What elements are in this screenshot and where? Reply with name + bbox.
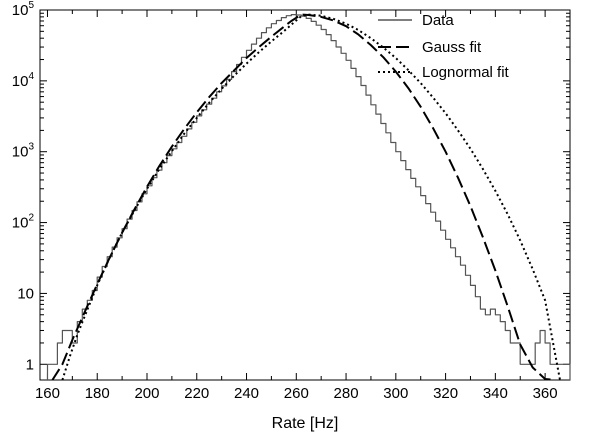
x-tick-label: 260 <box>284 385 309 402</box>
legend-label-lognormal-fit: Lognormal fit <box>422 64 510 81</box>
y-tick-label: 10 <box>17 285 34 302</box>
x-tick-label: 240 <box>234 385 259 402</box>
x-tick-label: 300 <box>383 385 408 402</box>
y-tick-label: 103 <box>12 142 35 161</box>
x-tick-label: 320 <box>433 385 458 402</box>
x-tick-label: 160 <box>35 385 60 402</box>
y-tick-label: 1 <box>26 356 34 373</box>
x-tick-label: 340 <box>483 385 508 402</box>
legend-label-data: Data <box>422 12 454 29</box>
legend: Data Gauss fit Lognormal fit <box>378 12 510 81</box>
x-tick-label: 280 <box>334 385 359 402</box>
x-axis-title: Rate [Hz] <box>272 415 339 432</box>
series-layer <box>46 13 571 381</box>
y-tick-label: 105 <box>12 0 35 19</box>
legend-label-gauss-fit: Gauss fit <box>422 39 482 56</box>
y-tick-label: 104 <box>12 71 35 90</box>
y-tick-label: 102 <box>12 213 35 232</box>
x-axis-ticks: 160 180 200 220 240 260 280 300 320 340 360 <box>35 10 571 402</box>
x-tick-label: 360 <box>533 385 558 402</box>
x-tick-label: 200 <box>134 385 159 402</box>
plot-frame <box>39 9 571 381</box>
x-tick-label: 180 <box>85 385 110 402</box>
series-data <box>46 14 571 380</box>
x-tick-label: 220 <box>184 385 209 402</box>
y-axis-ticks: 1 10 102 103 104 105 <box>12 0 570 373</box>
